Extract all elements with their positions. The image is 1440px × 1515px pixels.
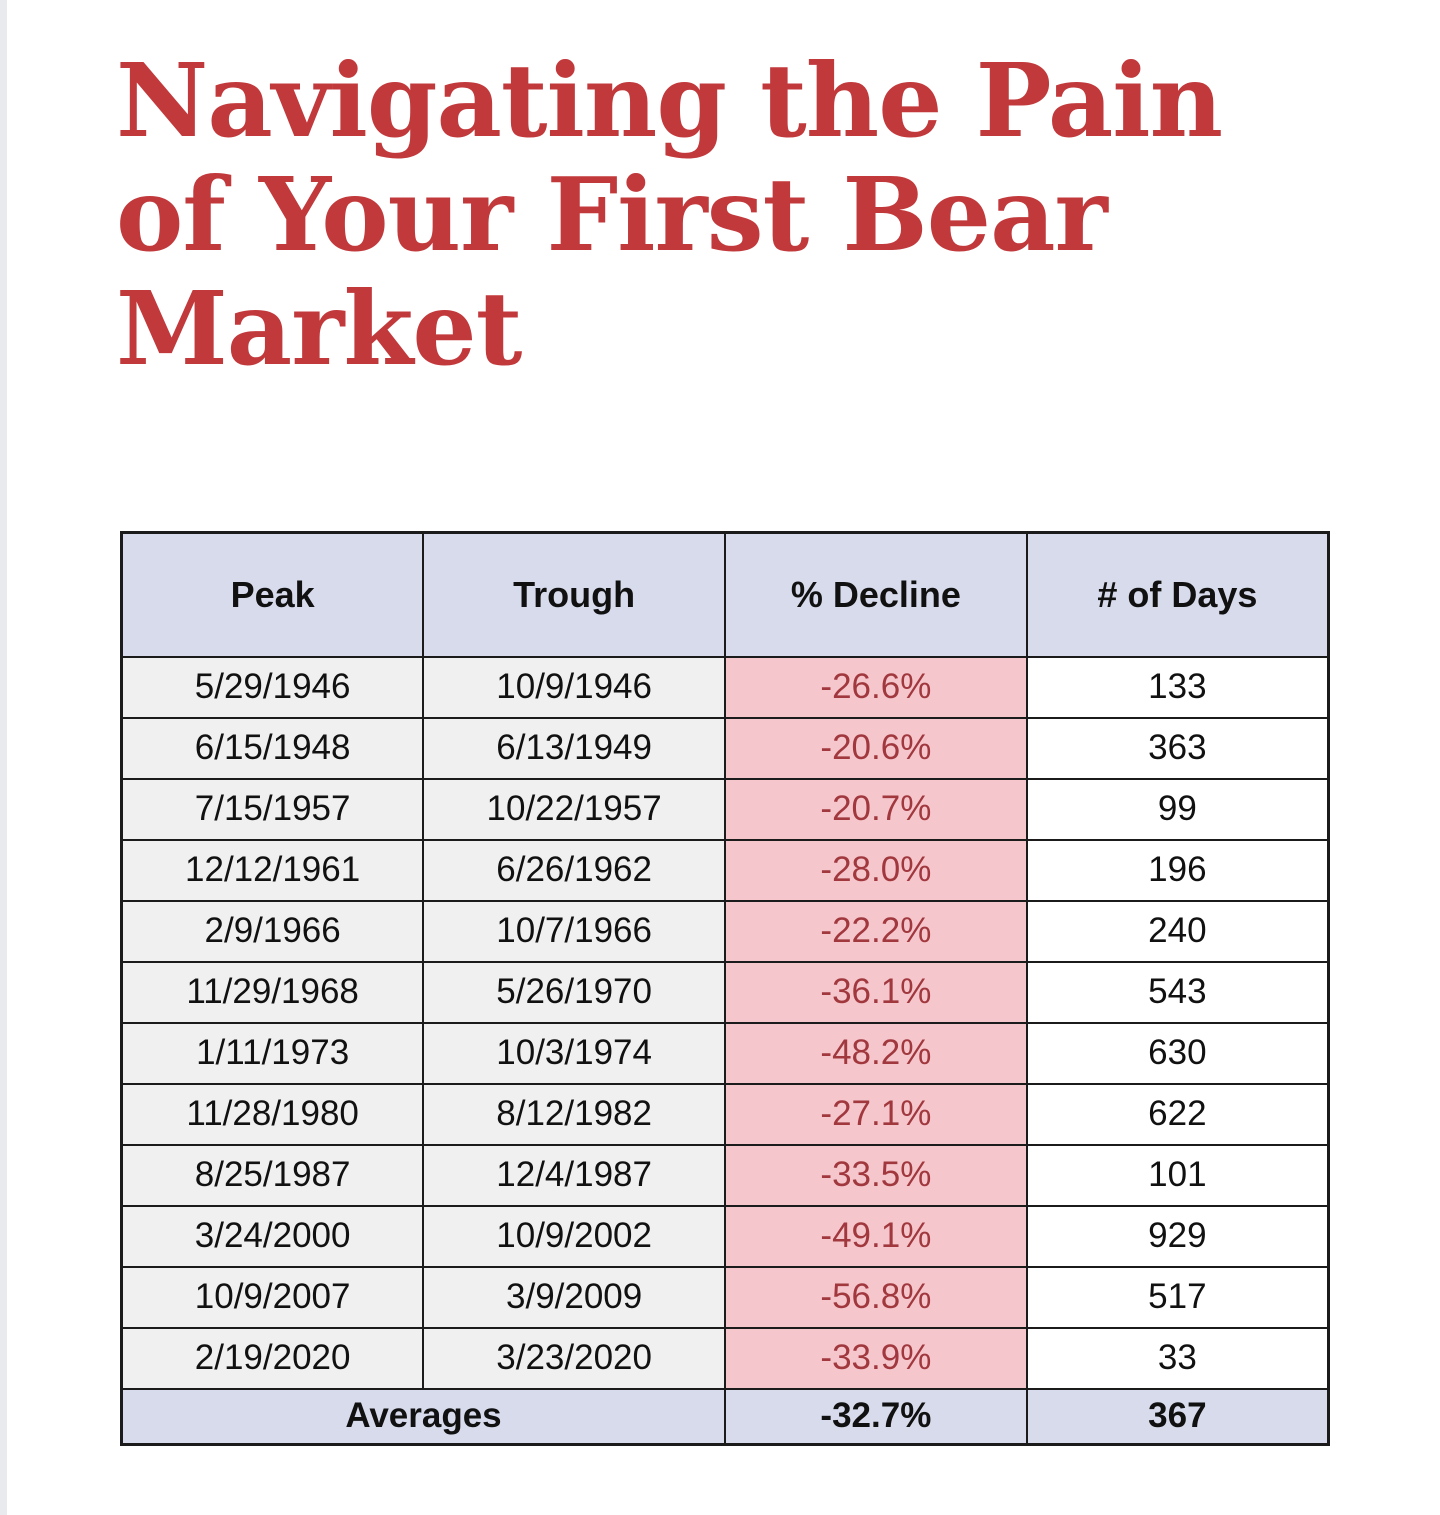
cell-decline: -36.1% bbox=[724, 960, 1028, 1024]
cell-decline: -26.6% bbox=[724, 655, 1028, 719]
page-edge-strip bbox=[0, 0, 7, 1515]
cell-trough: 5/26/1970 bbox=[422, 960, 726, 1024]
cell-trough: 10/9/2002 bbox=[422, 1204, 726, 1268]
page-title-line-2: of Your First Bear bbox=[116, 155, 1108, 274]
table-row: 12/12/1961 6/26/1962 -28.0% 196 bbox=[120, 838, 1330, 902]
cell-trough: 10/7/1966 bbox=[422, 899, 726, 963]
column-header-trough: Trough bbox=[422, 531, 726, 658]
table-row: 10/9/2007 3/9/2009 -56.8% 517 bbox=[120, 1265, 1330, 1329]
page-title-line-1: Navigating the Pain bbox=[116, 41, 1223, 160]
cell-decline: -33.9% bbox=[724, 1326, 1028, 1390]
averages-row: Averages -32.7% 367 bbox=[120, 1387, 1330, 1446]
cell-days: 33 bbox=[1025, 1326, 1330, 1390]
cell-decline: -48.2% bbox=[724, 1021, 1028, 1085]
cell-peak: 7/15/1957 bbox=[120, 777, 425, 841]
table-row: 5/29/1946 10/9/1946 -26.6% 133 bbox=[120, 655, 1330, 719]
table-row: 2/19/2020 3/23/2020 -33.9% 33 bbox=[120, 1326, 1330, 1390]
averages-label: Averages bbox=[120, 1387, 726, 1446]
cell-trough: 6/26/1962 bbox=[422, 838, 726, 902]
cell-peak: 10/9/2007 bbox=[120, 1265, 425, 1329]
table-row: 11/29/1968 5/26/1970 -36.1% 543 bbox=[120, 960, 1330, 1024]
table-row: 7/15/1957 10/22/1957 -20.7% 99 bbox=[120, 777, 1330, 841]
table-row: 2/9/1966 10/7/1966 -22.2% 240 bbox=[120, 899, 1330, 963]
cell-decline: -20.6% bbox=[724, 716, 1028, 780]
cell-trough: 3/9/2009 bbox=[422, 1265, 726, 1329]
cell-days: 99 bbox=[1025, 777, 1330, 841]
cell-peak: 1/11/1973 bbox=[120, 1021, 425, 1085]
averages-days: 367 bbox=[1025, 1387, 1330, 1446]
table-footer: Averages -32.7% 367 bbox=[120, 1387, 1330, 1446]
cell-peak: 3/24/2000 bbox=[120, 1204, 425, 1268]
cell-decline: -27.1% bbox=[724, 1082, 1028, 1146]
table-header: Peak Trough % Decline # of Days bbox=[120, 531, 1330, 658]
cell-peak: 6/15/1948 bbox=[120, 716, 425, 780]
cell-trough: 3/23/2020 bbox=[422, 1326, 726, 1390]
cell-trough: 10/9/1946 bbox=[422, 655, 726, 719]
cell-peak: 2/19/2020 bbox=[120, 1326, 425, 1390]
table-body: 5/29/1946 10/9/1946 -26.6% 133 6/15/1948 6/13… bbox=[120, 655, 1330, 1390]
cell-trough: 6/13/1949 bbox=[422, 716, 726, 780]
cell-decline: -33.5% bbox=[724, 1143, 1028, 1207]
column-header-decline: % Decline bbox=[724, 531, 1028, 658]
cell-trough: 10/3/1974 bbox=[422, 1021, 726, 1085]
cell-trough: 8/12/1982 bbox=[422, 1082, 726, 1146]
table-row: 3/24/2000 10/9/2002 -49.1% 929 bbox=[120, 1204, 1330, 1268]
page-title-line-3: Market bbox=[116, 269, 522, 388]
cell-peak: 2/9/1966 bbox=[120, 899, 425, 963]
table-row: 1/11/1973 10/3/1974 -48.2% 630 bbox=[120, 1021, 1330, 1085]
cell-peak: 8/25/1987 bbox=[120, 1143, 425, 1207]
table-row: 6/15/1948 6/13/1949 -20.6% 363 bbox=[120, 716, 1330, 780]
cell-decline: -56.8% bbox=[724, 1265, 1028, 1329]
column-header-peak: Peak bbox=[120, 531, 425, 658]
cell-decline: -49.1% bbox=[724, 1204, 1028, 1268]
cell-days: 133 bbox=[1025, 655, 1330, 719]
cell-decline: -22.2% bbox=[724, 899, 1028, 963]
cell-days: 517 bbox=[1025, 1265, 1330, 1329]
cell-decline: -28.0% bbox=[724, 838, 1028, 902]
cell-decline: -20.7% bbox=[724, 777, 1028, 841]
cell-days: 929 bbox=[1025, 1204, 1330, 1268]
cell-days: 622 bbox=[1025, 1082, 1330, 1146]
cell-days: 196 bbox=[1025, 838, 1330, 902]
cell-peak: 11/29/1968 bbox=[120, 960, 425, 1024]
table-header-row: Peak Trough % Decline # of Days bbox=[120, 531, 1330, 658]
page-title: Navigating the Pain of Your First Bear M… bbox=[116, 41, 1223, 388]
bear-market-table: Peak Trough % Decline # of Days 5/29/194… bbox=[120, 531, 1330, 1446]
cell-days: 543 bbox=[1025, 960, 1330, 1024]
cell-peak: 12/12/1961 bbox=[120, 838, 425, 902]
cell-days: 630 bbox=[1025, 1021, 1330, 1085]
cell-trough: 12/4/1987 bbox=[422, 1143, 726, 1207]
cell-days: 240 bbox=[1025, 899, 1330, 963]
column-header-days: # of Days bbox=[1025, 531, 1330, 658]
cell-days: 363 bbox=[1025, 716, 1330, 780]
averages-decline: -32.7% bbox=[724, 1387, 1028, 1446]
cell-days: 101 bbox=[1025, 1143, 1330, 1207]
cell-peak: 11/28/1980 bbox=[120, 1082, 425, 1146]
table-row: 11/28/1980 8/12/1982 -27.1% 622 bbox=[120, 1082, 1330, 1146]
cell-trough: 10/22/1957 bbox=[422, 777, 726, 841]
table-row: 8/25/1987 12/4/1987 -33.5% 101 bbox=[120, 1143, 1330, 1207]
cell-peak: 5/29/1946 bbox=[120, 655, 425, 719]
